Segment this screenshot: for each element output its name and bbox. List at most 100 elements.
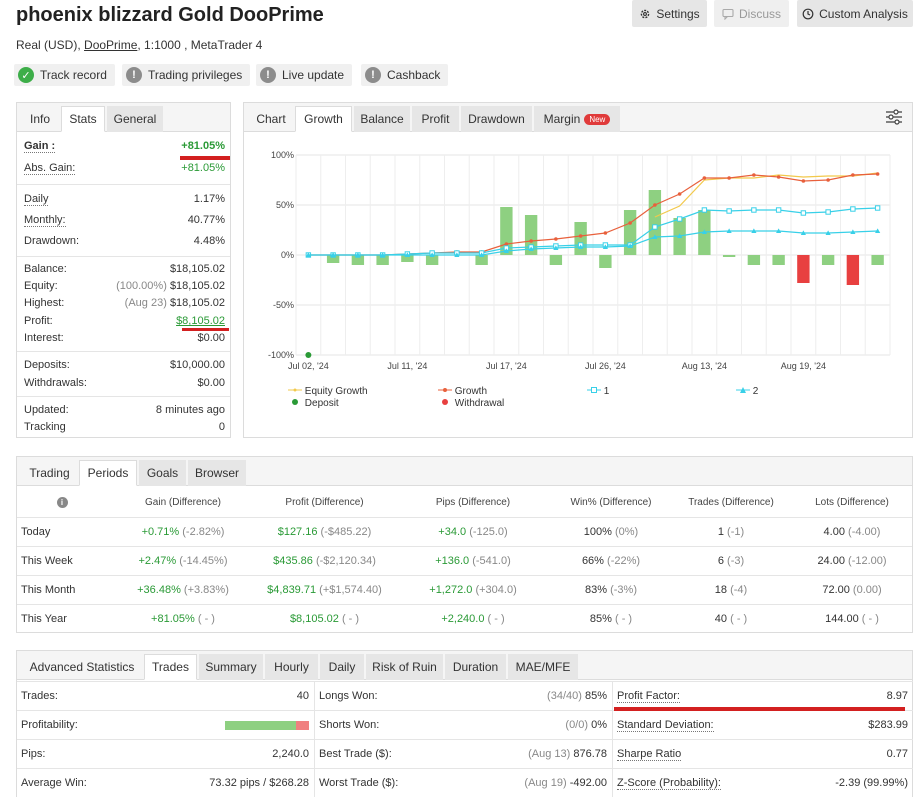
stat-row: Longs Won: (34/40) 85% <box>315 681 612 710</box>
stat-label: Standard Deviation: <box>617 719 714 732</box>
legend-deposit[interactable]: Deposit <box>288 398 339 409</box>
badge-label: Cashback <box>387 68 441 82</box>
tab-risk-of-ruin[interactable]: Risk of Ruin <box>366 654 443 680</box>
badge-trading-privileges[interactable]: ! Trading privileges <box>122 64 251 86</box>
table-row: This Week +2.47% (-14.45%) $435.86 (-$2,12… <box>17 546 912 575</box>
legend-series-1[interactable]: 1 <box>587 386 609 397</box>
pips-value: +2,240.0 <box>441 613 485 625</box>
series-1-point <box>701 207 708 213</box>
tab-margin[interactable]: Margin New <box>534 106 620 132</box>
settings-button[interactable]: Settings <box>632 0 707 27</box>
stat-row: Shorts Won: (0/0) 0% <box>315 710 612 739</box>
info-icon[interactable]: i <box>53 487 71 517</box>
badge-cashback[interactable]: ! Cashback <box>361 64 449 86</box>
bar <box>524 215 538 255</box>
custom-analysis-button[interactable]: Custom Analysis <box>797 0 913 27</box>
win-difference: (0%) <box>614 526 639 538</box>
column-header: Gain (Difference) <box>145 496 221 508</box>
gain-value: +2.47% <box>138 555 177 567</box>
divider <box>17 256 230 257</box>
bar <box>846 255 860 285</box>
tab-goals[interactable]: Goals <box>139 460 186 486</box>
info-panel: Info Stats General Gain : +81.05% Abs. G… <box>16 102 231 438</box>
profit-value[interactable]: $8,105.02 <box>176 315 225 327</box>
pips-cell: +2,240.0 ( - ) <box>413 605 533 633</box>
x-tick-label: Jul 02, '24 <box>288 361 329 371</box>
tab-summary[interactable]: Summary <box>199 654 263 680</box>
stat-label: Sharpe Ratio <box>617 748 682 761</box>
table-row: Today +0.71% (-2.82%) $127.16 (-$485.22) +3… <box>17 517 912 546</box>
tab-drawdown[interactable]: Drawdown <box>461 106 532 132</box>
series-1-point <box>800 210 807 216</box>
x-tick-label: Jul 11, '24 <box>387 361 427 371</box>
tab-chart[interactable]: Chart <box>256 112 286 126</box>
stat-value-group: (34/40) 85% <box>547 690 607 702</box>
leverage-platform: , 1:1000 , MetaTrader 4 <box>137 38 263 52</box>
tab-duration[interactable]: Duration <box>445 654 506 680</box>
period-label: This Year <box>21 613 67 625</box>
growth-point <box>826 178 830 182</box>
monthly-row: Monthly: 40.77% <box>24 214 225 230</box>
y-tick-label: 100% <box>271 150 294 160</box>
stat-label: Longs Won: <box>319 690 378 702</box>
badge-track-record[interactable]: ✓ Track record <box>14 64 115 86</box>
tab-general[interactable]: General <box>107 106 163 132</box>
legend-equity-growth[interactable]: Equity Growth <box>288 386 368 397</box>
series-2-point <box>404 252 410 257</box>
account-subtitle: Real (USD), DooPrime, 1:1000 , MetaTrade… <box>16 38 262 52</box>
discuss-button[interactable]: Discuss <box>714 0 789 27</box>
periods-tabbar: Trading Periods Goals Browser <box>17 457 912 486</box>
tab-info[interactable]: Info <box>29 112 50 126</box>
series-2-point <box>602 244 608 249</box>
tab-growth[interactable]: Growth <box>295 106 352 132</box>
pips-difference: (-541.0) <box>472 555 511 567</box>
legend-series-2[interactable]: 2 <box>736 386 758 397</box>
tab-profit[interactable]: Profit <box>412 106 459 132</box>
legend-label: Deposit <box>304 398 339 409</box>
growth-point <box>776 175 781 179</box>
sliders-icon[interactable] <box>885 109 903 125</box>
stat-row: Average Win: 73.32 pips / $268.28 <box>17 768 314 797</box>
growth-point <box>851 173 855 177</box>
x-tick-label: Aug 19, '24 <box>781 361 826 371</box>
legend-withdrawal[interactable]: Withdrawal <box>438 398 504 409</box>
pips-cell: +1,272.0 (+304.0) <box>413 576 533 604</box>
tab-mae-mfe[interactable]: MAE/MFE <box>508 654 578 680</box>
tab-hourly[interactable]: Hourly <box>265 654 318 680</box>
badge-live-update[interactable]: ! Live update <box>256 64 353 86</box>
growth-point <box>578 234 583 238</box>
tab-stats[interactable]: Stats <box>61 106 105 132</box>
tab-browser[interactable]: Browser <box>188 460 246 486</box>
daily-value: 1.17% <box>193 193 225 205</box>
broker-link[interactable]: DooPrime <box>84 38 138 52</box>
column-header: Win% (Difference) <box>570 496 652 508</box>
win-value: 85% <box>589 613 612 625</box>
tab-periods[interactable]: Periods <box>79 460 137 486</box>
trades-cell: 6 (-3) <box>676 547 786 575</box>
bar <box>376 255 389 265</box>
legend-growth[interactable]: Growth <box>438 386 487 397</box>
lots-cell: 72.00 (0.00) <box>797 576 907 604</box>
trades-value: 40 <box>714 613 728 625</box>
bar <box>500 207 513 255</box>
gain-difference: (+3.83%) <box>183 584 229 596</box>
updated-label: Updated: <box>24 404 69 416</box>
divider <box>17 396 230 397</box>
tab-balance[interactable]: Balance <box>354 106 410 132</box>
legend-square-icon <box>587 387 601 393</box>
custom-analysis-label: Custom Analysis <box>819 6 908 21</box>
trades-value: 1 <box>717 526 724 538</box>
balance-row: Balance: $18,105.02 <box>24 263 225 279</box>
tab-trading[interactable]: Trading <box>29 466 70 480</box>
tab-margin-label: Margin <box>543 112 581 126</box>
trades-difference: ( - ) <box>730 613 748 625</box>
gain-difference: ( - ) <box>197 613 215 625</box>
tab-daily[interactable]: Daily <box>320 654 364 680</box>
bar <box>574 222 587 255</box>
profit-difference: (-$485.22) <box>320 526 372 538</box>
growth-point <box>801 179 806 183</box>
exclamation-icon: ! <box>126 67 142 83</box>
tab-trades[interactable]: Trades <box>144 654 197 680</box>
tab-advanced-statistics[interactable]: Advanced Statistics <box>29 660 135 674</box>
gain-cell: +0.71% (-2.82%) <box>123 518 243 546</box>
